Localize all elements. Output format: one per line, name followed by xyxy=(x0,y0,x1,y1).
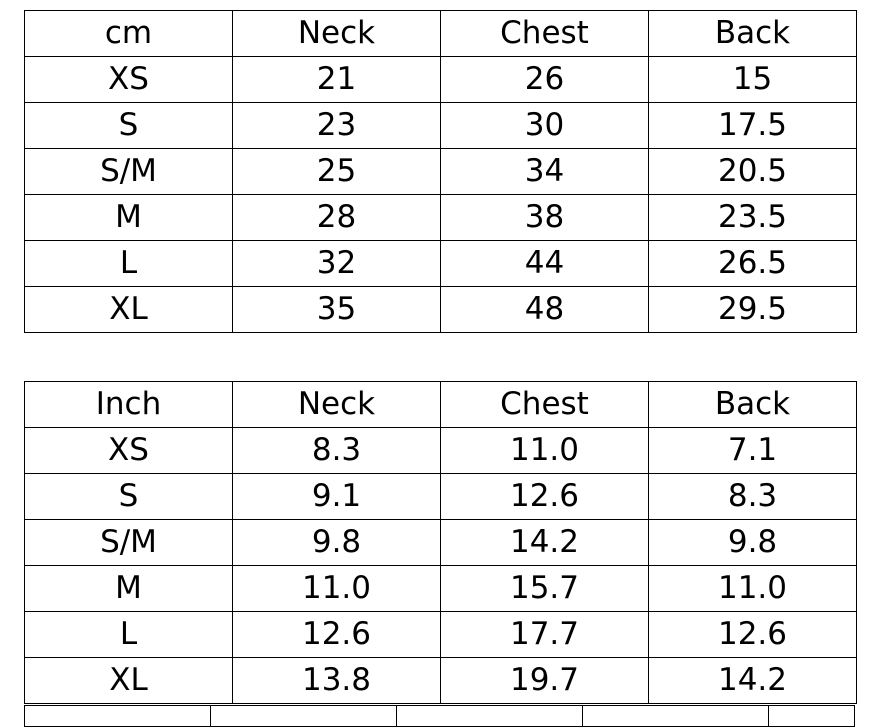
table-cell: 48 xyxy=(440,286,649,333)
table-cell: 17.7 xyxy=(440,611,649,658)
table-cell: 23.5 xyxy=(648,194,857,241)
table-cell: 12.6 xyxy=(440,473,649,520)
header-cell: cm xyxy=(24,10,233,57)
table-row: L 32 44 26.5 xyxy=(24,240,857,287)
cm-size-table: cm Neck Chest Back XS 21 26 15 S 23 30 17.5 S/M 25 34 2… xyxy=(24,10,857,333)
table-cell xyxy=(396,705,583,727)
table-cell: 28 xyxy=(232,194,441,241)
table-cell: 26 xyxy=(440,56,649,103)
table-cell: 15 xyxy=(648,56,857,103)
table-row: M 28 38 23.5 xyxy=(24,194,857,241)
header-cell: Inch xyxy=(24,381,233,428)
table-row: S 9.1 12.6 8.3 xyxy=(24,473,857,520)
header-cell: Neck xyxy=(232,10,441,57)
table-cell: 14.2 xyxy=(440,519,649,566)
table-cell: 7.1 xyxy=(648,427,857,474)
table-row: XL 35 48 29.5 xyxy=(24,286,857,333)
table-cell: S xyxy=(24,102,233,149)
table-cell: 29.5 xyxy=(648,286,857,333)
table-row: M 11.0 15.7 11.0 xyxy=(24,565,857,612)
table-cell: 20.5 xyxy=(648,148,857,195)
table-cell: 34 xyxy=(440,148,649,195)
header-cell: Back xyxy=(648,381,857,428)
table-cell: 9.8 xyxy=(232,519,441,566)
partial-table-cut-off xyxy=(24,705,855,727)
table-cell: 9.1 xyxy=(232,473,441,520)
table-cell: XL xyxy=(24,657,233,704)
header-cell: Neck xyxy=(232,381,441,428)
table-cell: 8.3 xyxy=(232,427,441,474)
table-cell xyxy=(210,705,397,727)
table-row: XL 13.8 19.7 14.2 xyxy=(24,657,857,704)
table-cell: XS xyxy=(24,427,233,474)
table-cell: 11.0 xyxy=(232,565,441,612)
table-row: S/M 9.8 14.2 9.8 xyxy=(24,519,857,566)
table-cell: 35 xyxy=(232,286,441,333)
table-row: XS 8.3 11.0 7.1 xyxy=(24,427,857,474)
inch-size-table: Inch Neck Chest Back XS 8.3 11.0 7.1 S 9.1 12.6 8.3… xyxy=(24,381,857,704)
table-cell: 44 xyxy=(440,240,649,287)
table-cell: 30 xyxy=(440,102,649,149)
table-cell: 13.8 xyxy=(232,657,441,704)
table-cell: 32 xyxy=(232,240,441,287)
table-cell: 23 xyxy=(232,102,441,149)
table-cell: 11.0 xyxy=(440,427,649,474)
table-cell: 12.6 xyxy=(232,611,441,658)
table-cell: XL xyxy=(24,286,233,333)
table-row xyxy=(24,705,855,727)
table-cell: S/M xyxy=(24,148,233,195)
table-cell xyxy=(582,705,769,727)
header-cell: Chest xyxy=(440,381,649,428)
table-cell xyxy=(24,705,211,727)
table-cell: M xyxy=(24,194,233,241)
table-cell xyxy=(768,705,855,727)
table-cell: 9.8 xyxy=(648,519,857,566)
table-cell: 11.0 xyxy=(648,565,857,612)
table-cell: S/M xyxy=(24,519,233,566)
table-cell: 15.7 xyxy=(440,565,649,612)
table-cell: 17.5 xyxy=(648,102,857,149)
table-row: L 12.6 17.7 12.6 xyxy=(24,611,857,658)
header-cell: Back xyxy=(648,10,857,57)
header-row: cm Neck Chest Back xyxy=(24,10,857,57)
table-cell: 19.7 xyxy=(440,657,649,704)
table-cell: XS xyxy=(24,56,233,103)
table-cell: M xyxy=(24,565,233,612)
table-row: S/M 25 34 20.5 xyxy=(24,148,857,195)
table-cell: 38 xyxy=(440,194,649,241)
table-cell: S xyxy=(24,473,233,520)
table-cell: 8.3 xyxy=(648,473,857,520)
table-cell: L xyxy=(24,240,233,287)
table-row: S 23 30 17.5 xyxy=(24,102,857,149)
header-cell: Chest xyxy=(440,10,649,57)
table-cell: 14.2 xyxy=(648,657,857,704)
table-cell: 25 xyxy=(232,148,441,195)
table-cell: 12.6 xyxy=(648,611,857,658)
table-cell: 26.5 xyxy=(648,240,857,287)
table-cell: L xyxy=(24,611,233,658)
header-row: Inch Neck Chest Back xyxy=(24,381,857,428)
table-row: XS 21 26 15 xyxy=(24,56,857,103)
table-cell: 21 xyxy=(232,56,441,103)
